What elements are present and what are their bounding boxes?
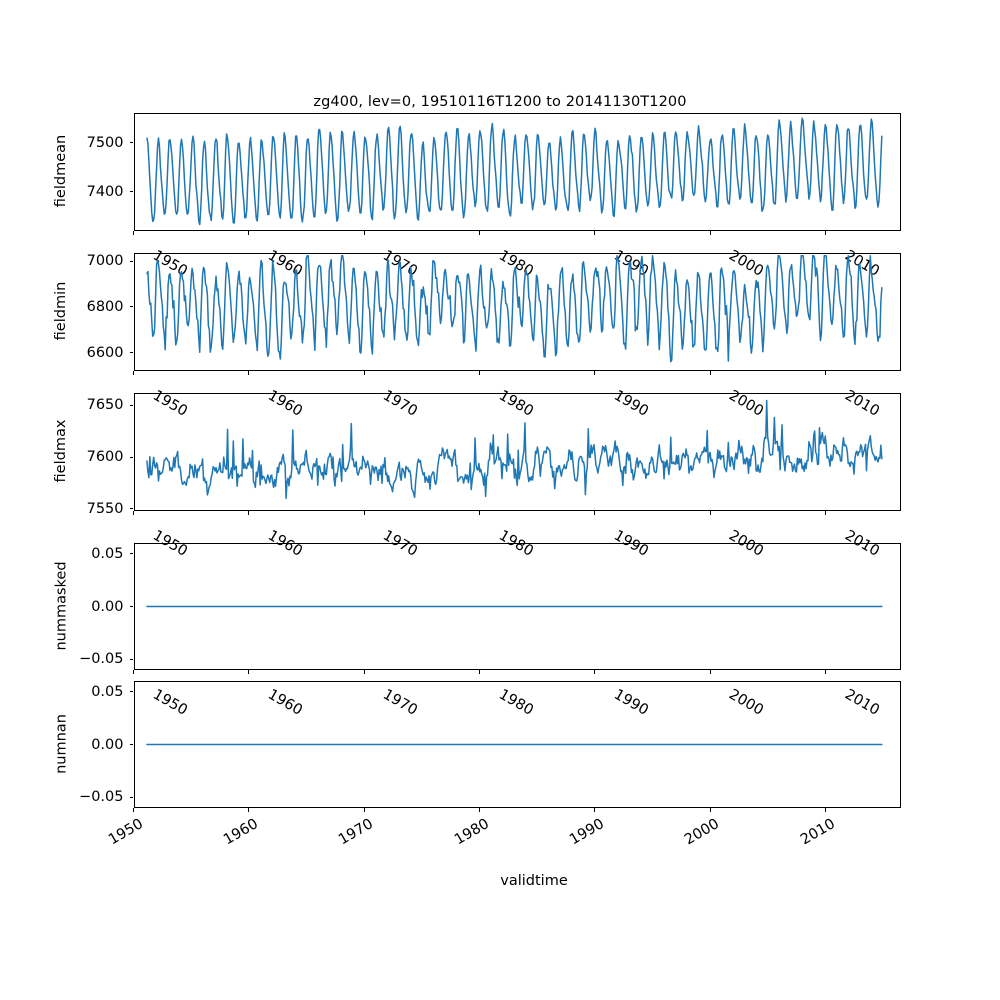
y-tick-label-fieldmin-0: 6600	[86, 344, 124, 361]
x-tick-mark-fieldmin-4	[594, 371, 596, 375]
x-tick-mark-fieldmin-3	[479, 371, 481, 375]
series-canvas-fieldmax	[145, 399, 883, 500]
x-tick-mark-fieldmax-6	[825, 511, 827, 515]
x-tick-mark-fieldmean-4	[594, 231, 596, 235]
series-canvas-fieldmin	[145, 255, 883, 363]
x-tick-mark-numnan-6	[825, 808, 827, 812]
plot-area-fieldmean	[133, 113, 901, 231]
x-tick-mark-nummasked-6	[825, 670, 827, 674]
series-canvas-fieldmean	[145, 117, 883, 226]
y-axis-label-numnan: numnan	[53, 713, 69, 774]
x-tick-mark-nummasked-2	[363, 670, 365, 674]
plot-area-nummasked	[133, 543, 901, 670]
y-tick-mark-nummasked-0	[129, 658, 134, 660]
x-tick-mark-numnan-5	[709, 808, 711, 812]
y-axis-label-fieldmean: fieldmean	[53, 134, 69, 208]
y-tick-label-fieldmax-0: 7550	[86, 500, 124, 517]
y-tick-label-nummasked-2: 0.05	[91, 545, 124, 562]
x-axis-tick-label-2: 1970	[336, 816, 377, 849]
x-tick-mark-fieldmin-0	[133, 371, 135, 375]
y-tick-mark-fieldmax-0	[129, 508, 134, 510]
plot-area-numnan	[133, 681, 901, 808]
figure-title: zg400, lev=0, 19510116T1200 to 20141130T…	[313, 94, 687, 110]
y-tick-mark-fieldmean-0	[129, 191, 134, 193]
x-tick-mark-fieldmean-6	[825, 231, 827, 235]
y-tick-label-numnan-0: −0.05	[79, 789, 124, 806]
x-tick-mark-fieldmax-0	[133, 511, 135, 515]
y-tick-mark-nummasked-2	[129, 553, 134, 555]
y-tick-label-nummasked-1: 0.00	[91, 598, 124, 615]
y-tick-label-numnan-1: 0.00	[91, 736, 124, 753]
x-tick-mark-numnan-0	[133, 808, 135, 812]
y-tick-mark-fieldmin-2	[129, 260, 134, 262]
y-tick-mark-numnan-0	[129, 796, 134, 798]
series-line-fieldmean	[145, 117, 883, 226]
x-tick-mark-fieldmax-5	[709, 511, 711, 515]
y-tick-mark-numnan-1	[129, 744, 134, 746]
y-tick-mark-fieldmin-1	[129, 306, 134, 308]
y-tick-label-fieldmax-2: 7650	[86, 397, 124, 414]
y-tick-mark-fieldmin-0	[129, 352, 134, 354]
x-tick-mark-fieldmin-6	[825, 371, 827, 375]
y-tick-label-fieldmean-1: 7500	[86, 134, 124, 151]
x-tick-mark-fieldmin-1	[248, 371, 250, 375]
x-tick-mark-nummasked-0	[133, 670, 135, 674]
x-axis-tick-label-1: 1960	[220, 816, 261, 849]
x-tick-mark-nummasked-4	[594, 670, 596, 674]
x-axis-tick-label-3: 1980	[451, 816, 492, 849]
series-canvas-numnan	[145, 743, 883, 746]
x-axis-tick-label-0: 1950	[105, 816, 146, 849]
x-tick-mark-fieldmean-0	[133, 231, 135, 235]
y-tick-label-nummasked-0: −0.05	[79, 651, 124, 668]
y-tick-label-fieldmean-0: 7400	[86, 183, 124, 200]
series-line-fieldmax	[145, 399, 883, 500]
plot-area-fieldmin	[133, 253, 901, 371]
y-tick-mark-numnan-2	[129, 691, 134, 693]
y-tick-label-fieldmin-1: 6800	[86, 298, 124, 315]
plot-area-fieldmax	[133, 393, 901, 511]
x-tick-mark-fieldmax-2	[363, 511, 365, 515]
x-tick-mark-nummasked-1	[248, 670, 250, 674]
y-tick-label-numnan-2: 0.05	[91, 683, 124, 700]
x-axis-tick-label-5: 2000	[682, 816, 723, 849]
x-tick-mark-fieldmin-2	[363, 371, 365, 375]
y-tick-mark-fieldmax-1	[129, 456, 134, 458]
x-tick-mark-numnan-3	[479, 808, 481, 812]
x-tick-mark-fieldmean-3	[479, 231, 481, 235]
x-axis-tick-label-4: 1990	[566, 816, 607, 849]
x-axis-tick-label-6: 2010	[797, 816, 838, 849]
x-tick-mark-nummasked-3	[479, 670, 481, 674]
y-tick-mark-nummasked-1	[129, 606, 134, 608]
x-tick-mark-fieldmin-5	[709, 371, 711, 375]
x-tick-mark-numnan-4	[594, 808, 596, 812]
y-axis-label-fieldmax: fieldmax	[53, 419, 69, 483]
x-tick-mark-numnan-2	[363, 808, 365, 812]
y-tick-mark-fieldmean-1	[129, 142, 134, 144]
x-tick-mark-fieldmean-2	[363, 231, 365, 235]
series-canvas-nummasked	[145, 605, 883, 608]
x-axis-label: validtime	[500, 873, 568, 889]
x-tick-mark-nummasked-5	[709, 670, 711, 674]
y-tick-label-fieldmin-2: 7000	[86, 253, 124, 270]
x-tick-mark-fieldmax-4	[594, 511, 596, 515]
y-tick-label-fieldmax-1: 7600	[86, 449, 124, 466]
x-tick-mark-fieldmean-1	[248, 231, 250, 235]
x-tick-mark-fieldmax-3	[479, 511, 481, 515]
series-line-fieldmin	[145, 255, 883, 363]
y-tick-mark-fieldmax-2	[129, 404, 134, 406]
x-tick-mark-numnan-1	[248, 808, 250, 812]
y-axis-label-fieldmin: fieldmin	[53, 281, 69, 341]
x-tick-mark-fieldmean-5	[709, 231, 711, 235]
x-tick-mark-fieldmax-1	[248, 511, 250, 515]
